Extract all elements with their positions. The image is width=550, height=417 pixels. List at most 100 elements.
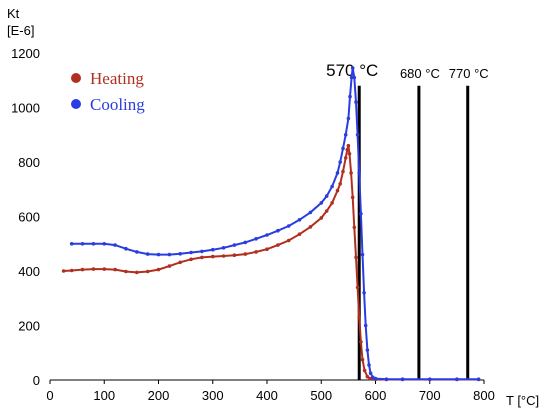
data-point-cooling <box>428 377 432 382</box>
data-point-cooling <box>346 116 351 121</box>
data-point-heating <box>61 269 66 273</box>
y-tick-label: 1000 <box>11 101 40 116</box>
data-point-heating <box>349 171 353 175</box>
data-point-heating <box>368 376 372 381</box>
x-tick-label: 800 <box>473 388 495 403</box>
data-point-cooling <box>355 133 360 137</box>
data-point-heating <box>350 195 355 200</box>
x-tick-label: 200 <box>148 388 170 403</box>
x-tick-label: 400 <box>256 388 278 403</box>
data-point-heating <box>335 188 340 193</box>
data-point-cooling <box>145 252 150 256</box>
x-tick-label: 600 <box>365 388 387 403</box>
data-point-cooling <box>243 240 248 245</box>
data-point-cooling <box>354 100 358 104</box>
y-axis-unit: [E-6] <box>7 23 34 38</box>
data-point-heating <box>232 253 237 257</box>
data-point-heating <box>330 201 334 205</box>
y-tick-label: 200 <box>18 319 40 334</box>
x-tick-label: 0 <box>46 388 53 403</box>
series-line-heating <box>63 145 479 381</box>
data-point-cooling <box>276 228 280 233</box>
data-point-heating <box>359 340 363 344</box>
data-point-cooling <box>200 249 204 254</box>
data-point-cooling <box>400 377 405 382</box>
data-point-cooling <box>330 184 334 189</box>
data-point-cooling <box>156 252 161 257</box>
data-point-cooling <box>91 242 96 246</box>
data-point-heating <box>343 156 348 160</box>
x-tick-label: 300 <box>202 388 224 403</box>
data-point-heating <box>365 374 370 379</box>
data-point-heating <box>91 267 96 271</box>
data-point-cooling <box>178 252 182 256</box>
data-point-cooling <box>367 363 371 367</box>
data-point-cooling <box>341 146 345 151</box>
series-line-cooling <box>71 67 479 381</box>
data-point-cooling <box>371 375 375 380</box>
data-point-heating <box>346 143 351 148</box>
data-point-cooling <box>335 171 340 175</box>
data-point-heating <box>135 270 139 275</box>
data-point-heating <box>308 225 313 229</box>
data-point-cooling <box>359 212 363 216</box>
legend-heating-label: Heating <box>90 69 144 88</box>
data-point-heating <box>124 269 128 274</box>
data-point-cooling <box>69 242 74 246</box>
data-point-heating <box>341 169 345 174</box>
data-point-cooling <box>348 94 352 99</box>
data-point-heating <box>178 260 182 265</box>
data-point-cooling <box>476 377 481 382</box>
data-point-heating <box>357 315 362 320</box>
data-point-heating <box>113 267 117 272</box>
data-point-cooling <box>308 210 313 215</box>
data-point-cooling <box>124 246 128 251</box>
data-point-cooling <box>189 250 193 255</box>
data-point-heating <box>145 269 150 274</box>
data-point-cooling <box>455 377 459 382</box>
legend-heating-marker <box>71 73 81 83</box>
data-point-cooling <box>324 194 329 198</box>
data-point-heating <box>354 255 358 260</box>
data-point-cooling <box>338 160 343 164</box>
data-point-cooling <box>360 252 365 257</box>
data-point-cooling <box>80 242 85 246</box>
data-point-cooling <box>211 247 215 252</box>
x-tick-label: 500 <box>310 388 332 403</box>
data-point-heating <box>338 182 343 186</box>
data-point-cooling <box>135 250 139 254</box>
data-point-cooling <box>286 224 291 228</box>
data-point-cooling <box>365 348 370 352</box>
y-tick-label: 800 <box>18 155 40 170</box>
legend-cooling-label: Cooling <box>90 95 145 114</box>
data-point-cooling <box>113 243 117 247</box>
y-tick-label: 1200 <box>11 46 40 61</box>
legend-cooling-marker <box>71 99 81 109</box>
data-point-cooling <box>349 75 354 80</box>
x-axis-label: T [°C] <box>506 393 539 408</box>
data-point-cooling <box>221 246 226 250</box>
data-point-heating <box>360 357 365 362</box>
data-point-heating <box>362 368 367 373</box>
data-point-cooling <box>357 171 362 175</box>
x-tick-label: 100 <box>93 388 115 403</box>
axes: 0 100 200 300 400 500 600 700 800 0 200 400 600 800 10… <box>11 46 495 403</box>
data-point-cooling <box>102 242 107 246</box>
x-tick-label: 700 <box>419 388 441 403</box>
data-point-cooling <box>362 291 366 295</box>
y-tick-label: 0 <box>33 373 40 388</box>
series-layer <box>61 66 481 382</box>
data-point-cooling <box>297 218 302 222</box>
data-point-cooling <box>167 252 172 257</box>
y-axis-label: Kt <box>7 6 20 21</box>
data-point-heating <box>200 255 204 260</box>
data-point-heating <box>254 250 258 254</box>
data-point-heating <box>156 267 161 272</box>
data-point-cooling <box>384 377 389 382</box>
data-point-cooling <box>254 237 258 241</box>
vertical-marker-label: 770 °C <box>449 66 489 81</box>
data-point-heating <box>324 209 329 213</box>
data-point-heating <box>102 267 107 271</box>
data-point-heating <box>355 285 360 290</box>
